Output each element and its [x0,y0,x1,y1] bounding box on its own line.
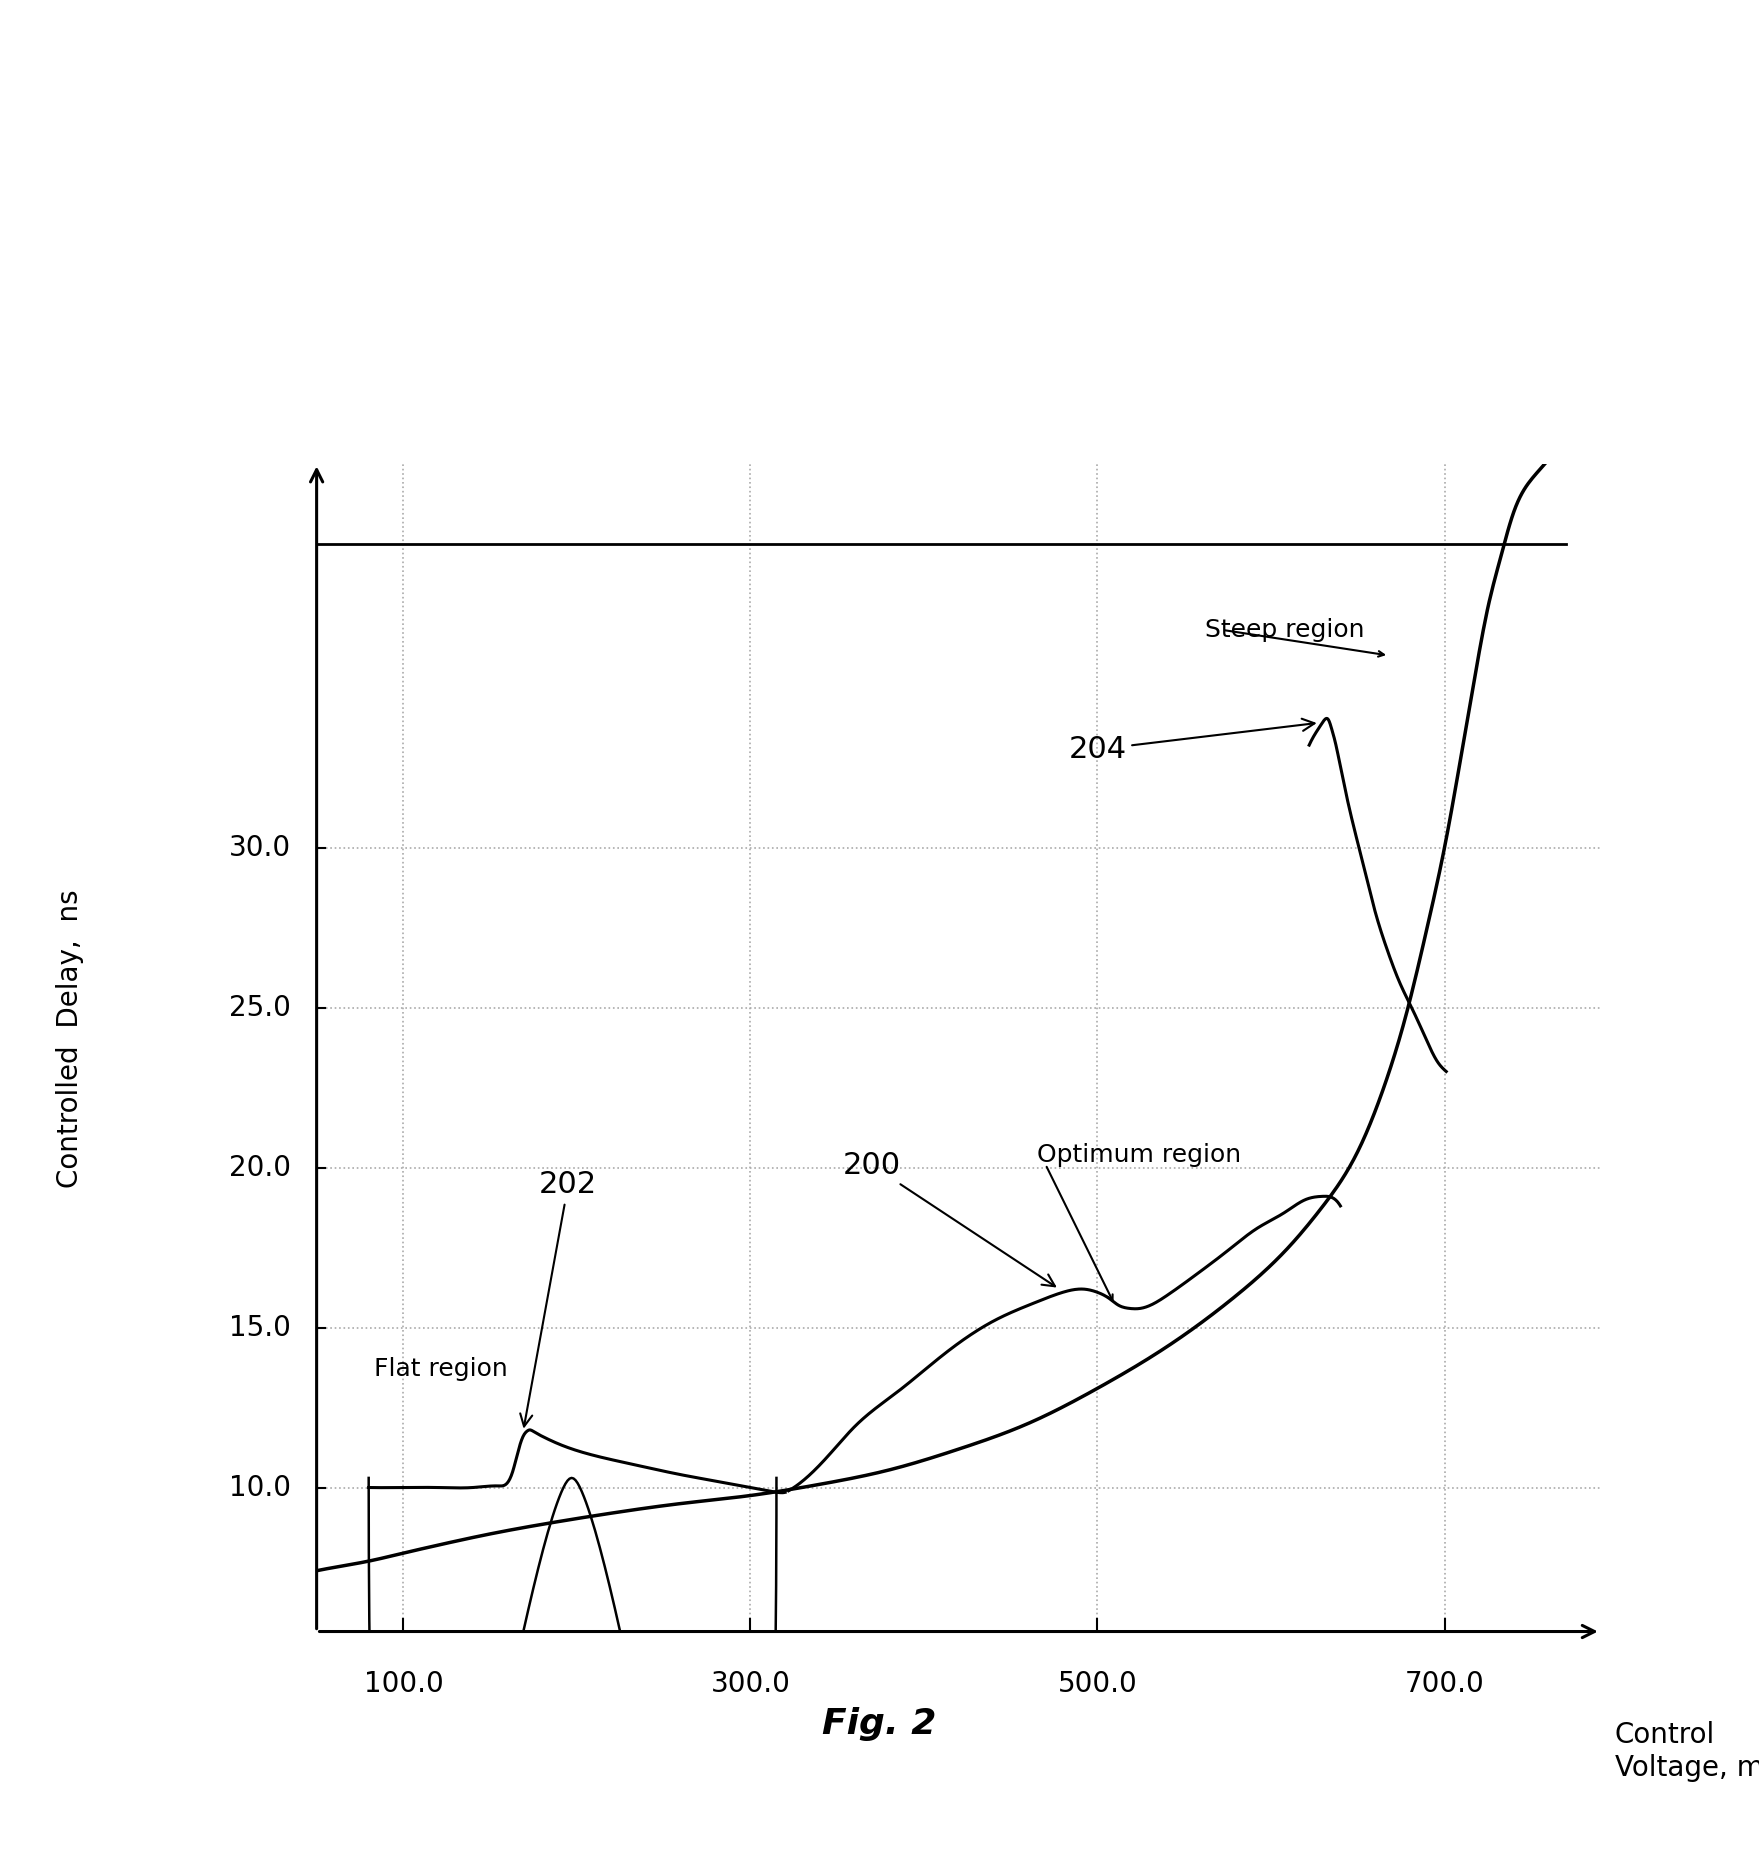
Text: 25.0: 25.0 [229,994,290,1022]
Text: 202: 202 [521,1170,598,1426]
Text: Optimum region: Optimum region [1036,1142,1240,1166]
Text: 30.0: 30.0 [229,834,290,862]
Text: Fig. 2: Fig. 2 [821,1708,938,1741]
Text: Flat region: Flat region [375,1357,508,1381]
Text: Control
Voltage, mV: Control Voltage, mV [1615,1721,1759,1782]
Text: 204: 204 [1068,719,1314,764]
Text: 100.0: 100.0 [364,1670,443,1698]
Text: 300.0: 300.0 [711,1670,790,1698]
Text: 700.0: 700.0 [1405,1670,1485,1698]
Text: 10.0: 10.0 [229,1474,290,1502]
Text: 200: 200 [843,1151,1055,1287]
Text: 15.0: 15.0 [229,1313,290,1342]
Text: 500.0: 500.0 [1057,1670,1138,1698]
Text: Steep region: Steep region [1205,617,1365,641]
Text: Controlled  Delay,  ns: Controlled Delay, ns [56,888,84,1188]
Text: 20.0: 20.0 [229,1153,290,1181]
